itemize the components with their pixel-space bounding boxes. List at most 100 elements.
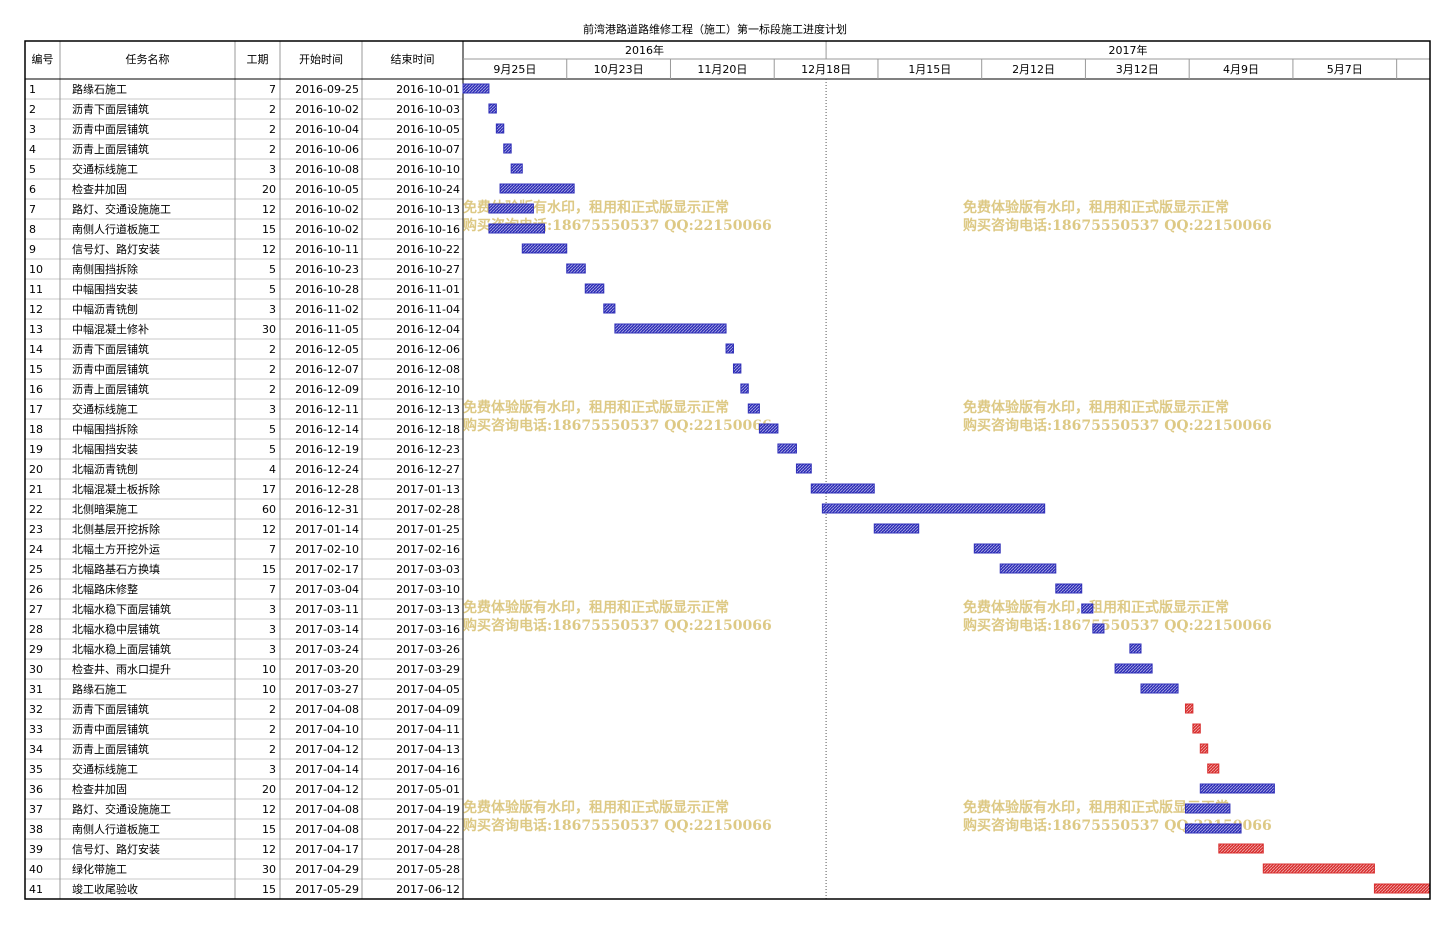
task-duration: 2	[269, 723, 276, 736]
task-end: 2016-11-01	[396, 283, 460, 296]
task-name: 沥青下面层铺筑	[72, 702, 149, 716]
task-start: 2017-02-10	[295, 543, 359, 556]
task-end: 2017-04-19	[396, 803, 460, 816]
task-name: 南侧人行道板施工	[72, 222, 160, 236]
task-end: 2016-12-08	[396, 363, 460, 376]
watermark: 免费体验版有水印，租用和正式版显示正常	[463, 399, 729, 416]
task-id: 36	[29, 783, 43, 796]
watermark: 免费体验版有水印，租用和正式版显示正常	[963, 799, 1229, 816]
task-bar	[999, 563, 1057, 574]
task-bar	[1373, 883, 1431, 894]
task-duration: 10	[262, 663, 276, 676]
task-name: 北幅沥青铣刨	[72, 462, 138, 476]
task-name: 路灯、交通设施施工	[72, 202, 171, 216]
task-start: 2017-04-17	[295, 843, 359, 856]
task-bar	[603, 303, 616, 314]
week-label: 10月23日	[594, 63, 644, 76]
task-bar	[1114, 663, 1153, 674]
task-name: 沥青上面层铺筑	[72, 382, 149, 396]
task-bar	[1218, 843, 1264, 854]
task-start: 2016-12-07	[295, 363, 359, 376]
task-bar	[873, 523, 920, 534]
task-duration: 20	[262, 783, 276, 796]
task-duration: 2	[269, 383, 276, 396]
task-id: 15	[29, 363, 43, 376]
task-start: 2017-04-10	[295, 723, 359, 736]
task-id: 38	[29, 823, 43, 836]
task-id: 1	[29, 83, 36, 96]
task-bar	[614, 323, 727, 334]
year-label: 2017年	[1109, 43, 1148, 57]
task-id: 16	[29, 383, 43, 396]
task-id: 26	[29, 583, 43, 596]
task-duration: 5	[269, 283, 276, 296]
task-name: 信号灯、路灯安装	[72, 842, 160, 856]
task-id: 13	[29, 323, 43, 336]
task-duration: 7	[269, 83, 276, 96]
task-end: 2016-12-04	[396, 323, 460, 336]
task-name: 路缘石施工	[72, 683, 127, 696]
task-id: 27	[29, 603, 43, 616]
task-start: 2016-10-08	[295, 163, 359, 176]
task-name: 中幅围挡拆除	[72, 422, 138, 436]
task-duration: 3	[269, 303, 276, 316]
watermark: 购买咨询电话:18675550537 QQ:22150066	[963, 617, 1272, 634]
task-id: 33	[29, 723, 43, 736]
task-duration: 2	[269, 123, 276, 136]
task-end: 2016-10-05	[396, 123, 460, 136]
watermark: 免费体验版有水印，租用和正式版显示正常	[963, 399, 1229, 416]
task-id: 6	[29, 183, 36, 196]
week-label: 9月25日	[493, 63, 536, 76]
task-end: 2016-10-10	[396, 163, 460, 176]
task-id: 34	[29, 743, 43, 756]
task-duration: 15	[262, 823, 276, 836]
task-name: 北侧基层开挖拆除	[72, 522, 160, 536]
task-end: 2017-06-12	[396, 883, 460, 896]
week-label: 1月15日	[908, 63, 951, 76]
task-duration: 10	[262, 683, 276, 696]
task-name: 北侧暗渠施工	[72, 502, 138, 516]
task-bar	[1092, 623, 1105, 634]
watermark: 免费体验版有水印，租用和正式版显示正常	[963, 599, 1229, 616]
task-duration: 17	[262, 483, 276, 496]
task-start: 2016-10-02	[295, 223, 359, 236]
task-duration: 3	[269, 163, 276, 176]
task-duration: 5	[269, 443, 276, 456]
task-name: 沥青中面层铺筑	[72, 122, 149, 136]
task-name: 沥青中面层铺筑	[72, 362, 149, 376]
task-id: 9	[29, 243, 36, 256]
task-start: 2016-10-28	[295, 283, 359, 296]
week-label: 11月20日	[697, 63, 747, 76]
task-id: 21	[29, 483, 43, 496]
column-header: 结束时间	[391, 53, 435, 66]
task-id: 32	[29, 703, 43, 716]
task-id: 12	[29, 303, 43, 316]
task-duration: 12	[262, 203, 276, 216]
task-end: 2017-02-16	[396, 543, 460, 556]
task-duration: 15	[262, 883, 276, 896]
week-label: 5月7日	[1327, 63, 1363, 76]
task-end: 2016-12-18	[396, 423, 460, 436]
task-duration: 2	[269, 703, 276, 716]
column-header: 任务名称	[126, 52, 170, 66]
task-end: 2016-12-23	[396, 443, 460, 456]
task-bar	[1192, 723, 1201, 734]
task-id: 35	[29, 763, 43, 776]
task-name: 北幅路基石方换填	[72, 562, 160, 576]
task-duration: 12	[262, 243, 276, 256]
task-bar	[521, 243, 568, 254]
task-bar	[1129, 643, 1142, 654]
task-start: 2017-04-14	[295, 763, 359, 776]
task-duration: 3	[269, 623, 276, 636]
task-duration: 7	[269, 583, 276, 596]
task-start: 2016-11-05	[295, 323, 359, 336]
task-end: 2016-10-24	[396, 183, 460, 196]
task-duration: 7	[269, 543, 276, 556]
task-duration: 30	[262, 323, 276, 336]
week-label: 4月9日	[1223, 63, 1259, 76]
column-header: 工期	[247, 53, 269, 66]
task-duration: 60	[262, 503, 276, 516]
task-name: 北幅路床修整	[72, 582, 138, 596]
task-end: 2016-12-13	[396, 403, 460, 416]
week-label: 12月18日	[801, 63, 851, 76]
